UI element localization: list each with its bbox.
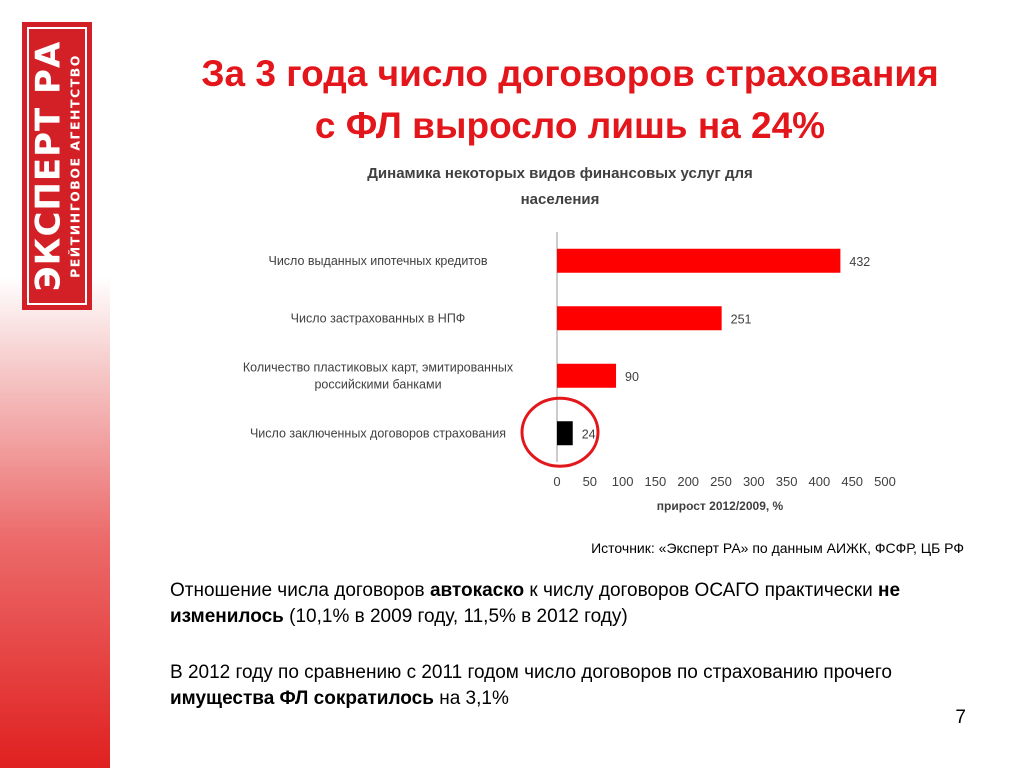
x-tick-label-3: 100: [612, 474, 634, 489]
x-tick-label-1: 0: [553, 474, 560, 489]
slide-title-line-1: За 3 года число договоров страхования: [201, 53, 939, 94]
paragraph-autocasco: Отношение числа договоров автокаско к чи…: [170, 578, 970, 630]
category-label-3-line-2: российскими банками: [314, 377, 441, 391]
bar-1: [557, 248, 841, 273]
chart-title-line-1: Динамика некоторых видов финансовых услу…: [367, 165, 753, 182]
bar-2: [557, 306, 722, 331]
category-label-1: Число выданных ипотечных кредитов: [268, 254, 487, 268]
highlight-circle: [520, 396, 600, 468]
paragraph-1-text-c: (10,1% в 2009 году, 11,5% в 2012 году): [283, 606, 628, 627]
slide-title: За 3 года число договоров страхования с …: [150, 48, 990, 152]
x-tick-label-11: 500: [874, 474, 896, 489]
chart-title-line-2: населения: [521, 191, 600, 208]
x-tick-label-5: 200: [677, 474, 699, 489]
paragraph-2-text-b: на 3,1%: [433, 688, 509, 709]
paragraph-1-bold-a: автокаско: [429, 580, 525, 601]
x-tick-label-4: 150: [645, 474, 667, 489]
data-label-3: 90: [625, 370, 639, 384]
bar-chart: Динамика некоторых видов финансовых услу…: [243, 165, 896, 513]
bar-4: [557, 421, 573, 446]
logo: ЭКСПЕРТ РА РЕЙТИНГОВОЕ АГЕНТСТВО: [22, 22, 92, 310]
paragraph-1-text-b: к числу договоров ОСАГО практически: [524, 580, 879, 601]
paragraph-1-bold-b: не изменилось: [170, 580, 901, 627]
logo-frame: ЭКСПЕРТ РА РЕЙТИНГОВОЕ АГЕНТСТВО: [27, 27, 87, 305]
x-tick-label-8: 350: [776, 474, 798, 489]
x-tick-label-7: 300: [743, 474, 765, 489]
source-note: Источник: «Эксперт РА» по данным АИЖК, Ф…: [591, 540, 964, 556]
page-number: 7: [955, 707, 966, 728]
data-label-4: 24: [582, 427, 596, 441]
slide-title-line-2: с ФЛ выросло лишь на 24%: [314, 105, 826, 146]
data-label-1: 432: [849, 255, 870, 269]
paragraph-1-text-a: Отношение числа договоров: [170, 580, 430, 601]
category-label-4: Число заключенных договоров страхования: [250, 426, 506, 440]
x-axis-label: прирост 2012/2009, %: [657, 499, 784, 513]
category-label-2: Число застрахованных в НПФ: [291, 311, 466, 325]
x-tick-label-2: 50: [583, 474, 597, 489]
bar-3: [557, 363, 617, 388]
paragraph-property: В 2012 году по сравнению с 2011 годом чи…: [170, 660, 970, 712]
x-tick-label-9: 400: [809, 474, 831, 489]
category-label-3-line-1: Количество пластиковых карт, эмитированн…: [243, 360, 514, 374]
paragraph-2-bold-a: имущества ФЛ сократилось: [170, 688, 434, 709]
paragraph-2-text-a: В 2012 году по сравнению с 2011 годом чи…: [170, 662, 892, 683]
x-tick-label-10: 450: [841, 474, 863, 489]
data-label-2: 251: [731, 312, 752, 326]
x-tick-label-6: 250: [710, 474, 732, 489]
